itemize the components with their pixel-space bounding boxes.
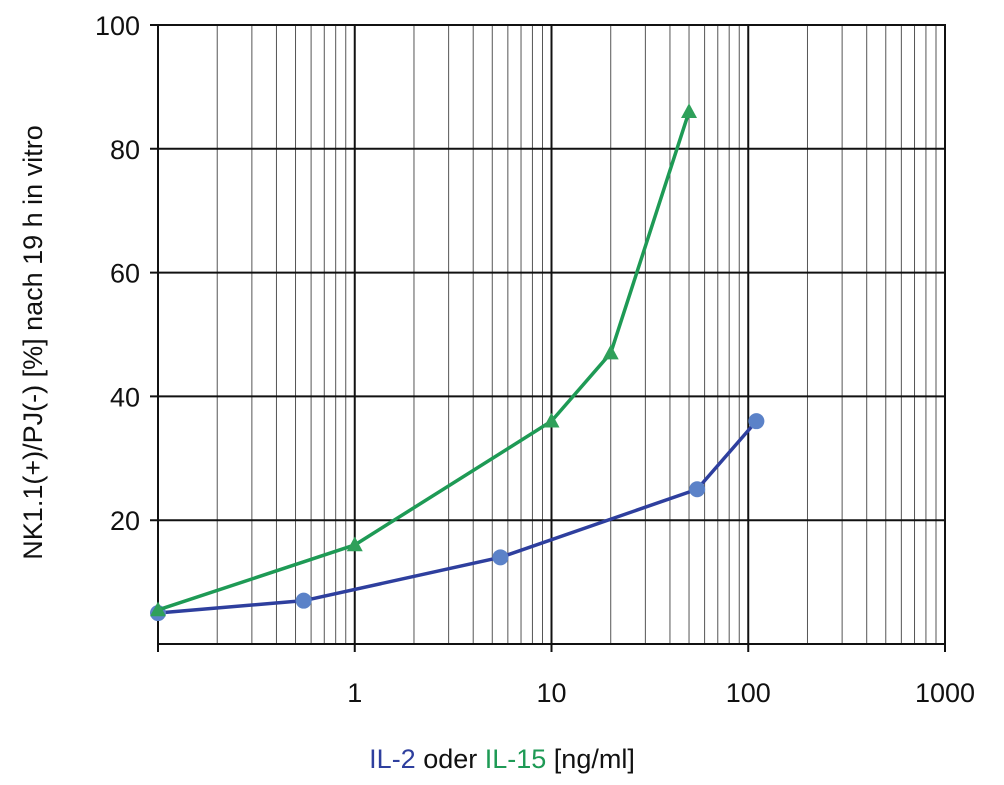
series-il2 xyxy=(150,413,765,622)
x-tick-label: 10 xyxy=(536,678,566,708)
y-axis-tick-labels: 20 40 60 80 100 xyxy=(95,11,140,536)
y-tick-label: 100 xyxy=(95,11,140,41)
data-point-il2 xyxy=(689,481,706,498)
y-tick-label: 40 xyxy=(110,382,140,412)
x-axis-label-part: oder xyxy=(415,744,485,774)
series-layer xyxy=(150,103,765,622)
x-tick-label: 1 xyxy=(347,678,362,708)
data-point-il15 xyxy=(346,536,363,552)
series-il15 xyxy=(150,103,698,617)
data-point-il2 xyxy=(295,592,312,609)
major-gridlines xyxy=(150,24,946,652)
series-line-il15 xyxy=(157,111,691,612)
x-axis-label-part: [ng/ml] xyxy=(546,744,635,774)
y-axis-label: NK1.1(+)/PJ(-) [%] nach 19 h in vitro xyxy=(18,125,48,559)
x-axis-tick-labels: 1 10 100 1000 xyxy=(347,678,975,708)
x-axis-label: IL-2 oder IL-15 [ng/ml] xyxy=(0,742,1004,776)
data-point-il15 xyxy=(602,344,619,360)
x-tick-label: 1000 xyxy=(915,678,975,708)
y-tick-label: 60 xyxy=(110,259,140,289)
data-point-il2 xyxy=(492,549,509,566)
data-point-il15 xyxy=(681,103,698,118)
x-tick-label: 100 xyxy=(726,678,771,708)
x-axis-label-part: IL-15 xyxy=(484,744,547,774)
y-tick-label: 80 xyxy=(110,135,140,165)
series-line-il2 xyxy=(157,420,758,615)
y-tick-label: 20 xyxy=(110,506,140,536)
plot-area-frame xyxy=(157,24,946,645)
minor-gridlines xyxy=(216,25,937,644)
data-point-il15 xyxy=(150,601,166,617)
x-axis-label-part: IL-2 xyxy=(369,744,416,774)
data-point-il2 xyxy=(748,413,765,430)
data-point-il15 xyxy=(543,412,560,428)
